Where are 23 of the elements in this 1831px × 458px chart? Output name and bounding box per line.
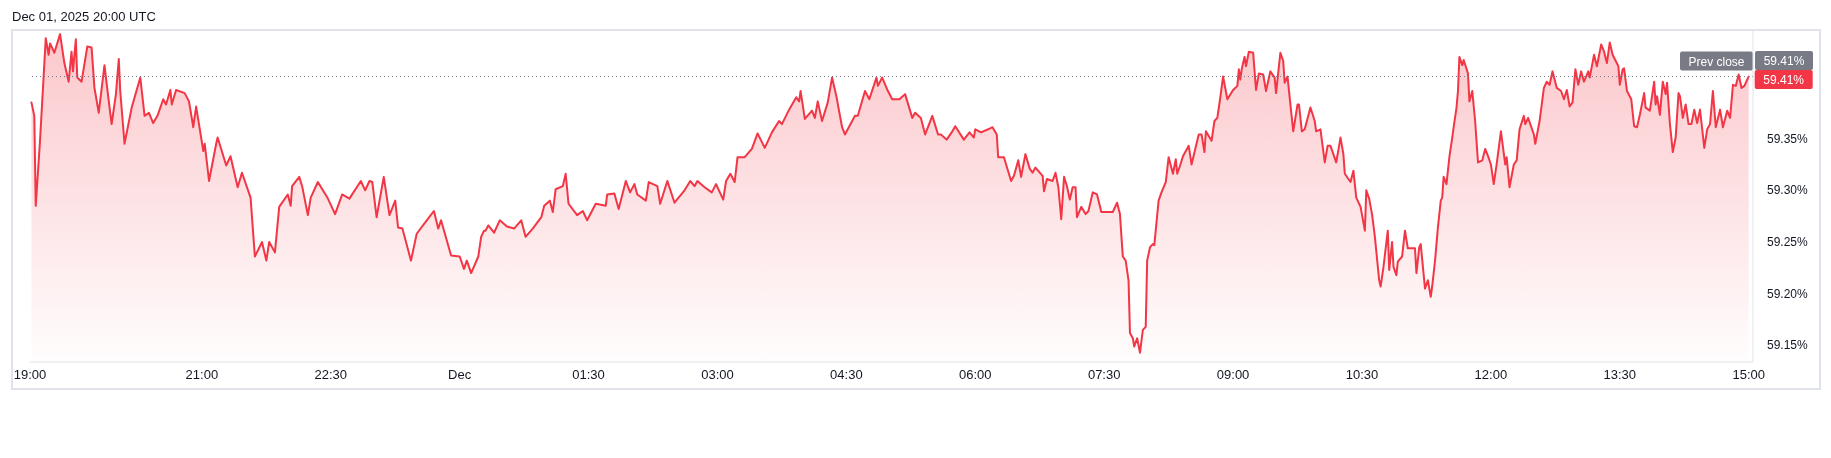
chart-title: Dec 01, 2025 20:00 UTC bbox=[12, 8, 156, 24]
x-tick-label: 03:00 bbox=[701, 366, 734, 382]
y-tick-label: 59.15% bbox=[1767, 338, 1809, 353]
legend-label: Prev close bbox=[1688, 54, 1745, 69]
x-tick-label: 09:00 bbox=[1216, 366, 1250, 382]
x-tick-label: 21:00 bbox=[185, 366, 219, 382]
x-tick-label: Dec bbox=[448, 366, 472, 382]
y-tick-label: 59.35% bbox=[1767, 131, 1809, 146]
annotation: 59.41% bbox=[1763, 73, 1805, 88]
x-tick-label: 07:30 bbox=[1087, 366, 1121, 382]
x-tick-label: 13:30 bbox=[1603, 366, 1637, 382]
x-tick-label: 22:30 bbox=[314, 366, 348, 382]
x-tick-label: 06:00 bbox=[959, 366, 992, 382]
y-tick-label: 59.25% bbox=[1767, 235, 1809, 250]
x-tick-label: 15:00 bbox=[1732, 366, 1765, 382]
y-tick-label: 59.20% bbox=[1767, 286, 1809, 301]
x-tick-label: 10:30 bbox=[1345, 366, 1379, 382]
x-tick-label: 04:30 bbox=[830, 366, 863, 382]
x-tick-label: 01:30 bbox=[572, 366, 605, 382]
x-tick-label: 12:00 bbox=[1474, 366, 1508, 382]
text: 59.41% bbox=[1763, 54, 1805, 69]
y-tick-label: 59.30% bbox=[1767, 183, 1809, 198]
x-tick-label: 19:00 bbox=[13, 366, 47, 382]
